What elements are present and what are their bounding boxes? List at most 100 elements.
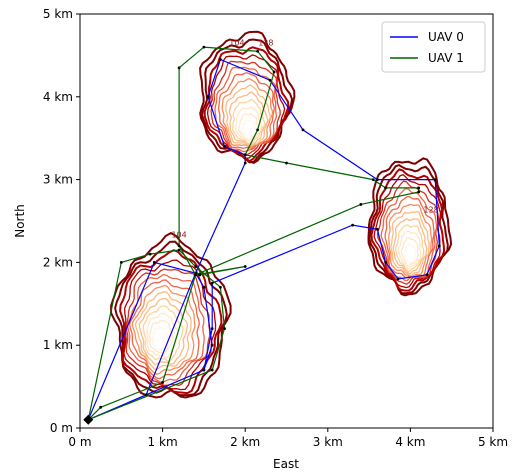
contour-line	[388, 203, 433, 277]
contour-line	[151, 326, 169, 351]
contour-line	[370, 168, 446, 292]
x-axis-title: East	[273, 457, 299, 471]
x-tick-label: 1 km	[148, 435, 178, 449]
contour-line	[400, 236, 419, 267]
waypoint-marker	[152, 261, 156, 264]
waypoint-marker	[396, 277, 400, 281]
waypoint-marker	[285, 161, 288, 165]
waypoint-marker	[177, 248, 181, 252]
contour-line	[131, 284, 196, 376]
contour-line	[221, 78, 274, 148]
contour-line	[125, 268, 211, 387]
waypoint-marker	[161, 381, 165, 384]
waypoint-marker	[177, 66, 181, 70]
contour-line	[228, 91, 269, 146]
waypoint-marker	[210, 327, 214, 331]
y-tick-label: 5 km	[43, 7, 73, 21]
contour-line	[149, 319, 174, 355]
waypoint-marker	[272, 70, 276, 74]
waypoint-marker	[206, 95, 210, 99]
waypoint-marker	[177, 244, 181, 248]
contour-line	[199, 30, 296, 165]
contour-line	[394, 224, 425, 273]
contour-line	[392, 218, 428, 275]
waypoint-marker	[99, 405, 103, 409]
contour-line	[390, 211, 430, 276]
start-point-marker	[83, 414, 94, 425]
waypoint-marker	[375, 227, 379, 231]
waypoint-marker	[223, 327, 226, 331]
flight-paths-layer	[86, 45, 441, 422]
legend-label-uav-1: UAV 1	[428, 51, 464, 65]
waypoint-marker	[433, 178, 437, 182]
x-tick-label: 3 km	[313, 435, 343, 449]
waypoint-marker	[119, 261, 123, 264]
waypoint-marker	[417, 186, 421, 190]
waypoint-marker	[243, 153, 247, 157]
contour-line	[367, 157, 453, 297]
waypoint-marker	[194, 265, 198, 268]
waypoint-marker	[243, 265, 247, 268]
waypoint-marker	[243, 161, 247, 165]
contour-region-2	[367, 157, 453, 297]
contour-line	[146, 312, 179, 359]
contour-line	[397, 230, 422, 270]
contour-line	[129, 279, 200, 380]
contour-region-1	[199, 30, 296, 165]
waypoint-marker	[210, 281, 214, 285]
x-tick-label: 5 km	[478, 435, 508, 449]
contour-line	[142, 305, 184, 362]
waypoint-marker	[202, 45, 206, 49]
contour-line	[403, 243, 417, 264]
x-tick-label: 0 m	[68, 435, 91, 449]
y-tick-label: 3 km	[43, 173, 73, 187]
waypoint-marker	[210, 343, 214, 347]
waypoint-marker	[437, 244, 441, 248]
contour-line	[134, 291, 192, 370]
legend-label-uav-0: UAV 0	[428, 30, 464, 44]
contour-line	[114, 240, 228, 397]
waypoint-marker	[351, 223, 354, 227]
start-marker-layer	[83, 414, 94, 425]
contour-label: 104	[229, 38, 244, 47]
contour-line	[119, 249, 223, 395]
waypoint-marker	[417, 190, 421, 194]
y-axis-title: North	[13, 204, 27, 238]
waypoint-marker	[256, 49, 259, 53]
contour-line	[241, 119, 256, 139]
y-tick-label: 0 m	[50, 421, 73, 435]
waypoint-marker	[375, 178, 379, 182]
waypoint-marker	[148, 252, 152, 256]
contour-line	[238, 113, 259, 141]
y-tick-label: 1 km	[43, 338, 73, 352]
contour-line	[368, 164, 449, 295]
x-tick-label: 2 km	[230, 435, 260, 449]
waypoint-marker	[144, 393, 148, 397]
contour-label: 128	[423, 206, 438, 215]
waypoint-marker	[301, 128, 305, 132]
contour-line	[232, 98, 266, 145]
contour-line	[380, 187, 438, 282]
waypoint-marker	[256, 128, 259, 132]
y-tick-label: 4 km	[43, 90, 73, 104]
waypoint-marker	[223, 145, 226, 148]
waypoint-marker	[202, 285, 206, 289]
waypoint-marker	[198, 273, 202, 277]
waypoint-marker	[194, 273, 198, 277]
waypoint-marker	[202, 368, 206, 372]
waypoint-marker	[210, 368, 214, 372]
legend: UAV 0 UAV 1	[381, 21, 486, 73]
waypoint-marker	[359, 203, 363, 206]
waypoint-marker	[219, 285, 222, 289]
contour-region-0	[110, 231, 232, 399]
legend-box	[381, 21, 486, 73]
waypoint-marker	[425, 273, 429, 277]
contour-line	[138, 298, 188, 366]
contour-line	[201, 38, 294, 164]
y-tick-label: 2 km	[43, 255, 73, 269]
contour-line	[384, 195, 435, 279]
plot-frame	[79, 13, 494, 429]
x-axis-ticks: 0 m 1 km 2 km 3 km 4 km 5 km	[68, 428, 508, 449]
